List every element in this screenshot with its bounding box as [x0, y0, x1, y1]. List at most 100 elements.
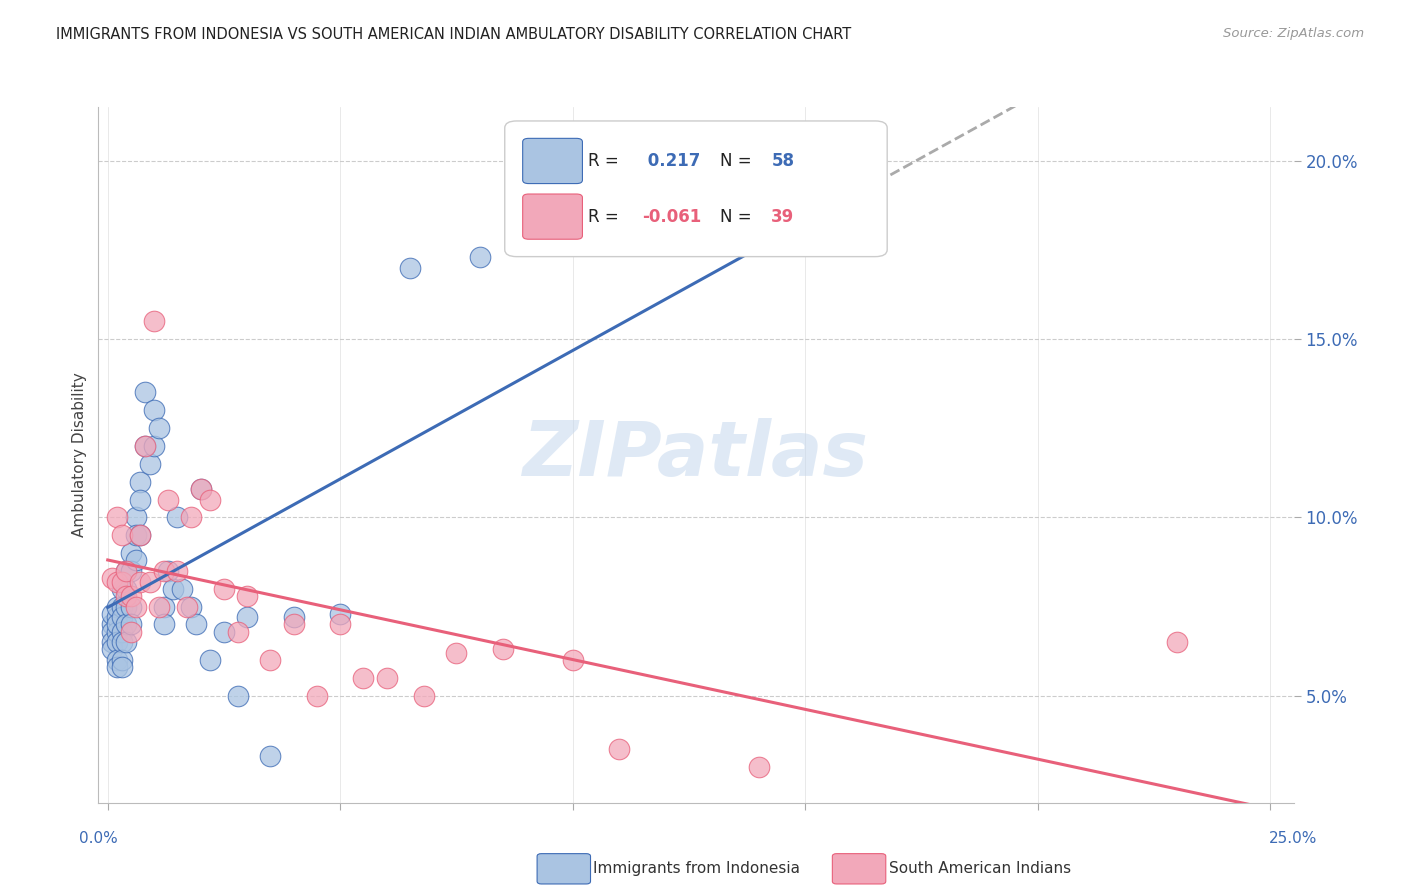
Point [375, 671, 398, 685]
Point [226, 624, 249, 639]
Text: 39: 39 [772, 208, 794, 226]
Point [190, 482, 212, 496]
Text: R =: R = [588, 208, 624, 226]
Text: R =: R = [588, 153, 624, 170]
Point [198, 653, 221, 667]
Point [124, 599, 146, 614]
Text: Source: ZipAtlas.com: Source: ZipAtlas.com [1223, 27, 1364, 40]
Point [101, 635, 124, 649]
Point [226, 689, 249, 703]
Point [305, 689, 328, 703]
Point [184, 617, 207, 632]
Point [129, 574, 152, 589]
Point [607, 742, 630, 756]
Point [105, 617, 128, 632]
Point [157, 492, 180, 507]
Text: ZIPatlas: ZIPatlas [523, 418, 869, 491]
Point [120, 617, 142, 632]
Point [468, 250, 491, 264]
Point [124, 510, 146, 524]
Point [236, 589, 259, 603]
Text: 0.217: 0.217 [643, 153, 700, 170]
Point [166, 564, 188, 578]
Point [111, 653, 134, 667]
Point [152, 564, 174, 578]
Point [101, 624, 124, 639]
Point [157, 564, 180, 578]
Point [105, 635, 128, 649]
Point [120, 624, 142, 639]
Point [492, 642, 515, 657]
Point [129, 492, 152, 507]
Point [124, 553, 146, 567]
Point [129, 528, 152, 542]
Point [143, 403, 166, 417]
Point [115, 564, 138, 578]
Point [105, 574, 128, 589]
Text: 58: 58 [772, 153, 794, 170]
Point [236, 610, 259, 624]
FancyBboxPatch shape [523, 194, 582, 239]
Point [105, 624, 128, 639]
Point [166, 510, 188, 524]
Point [172, 582, 194, 596]
Point [283, 610, 305, 624]
Point [446, 646, 468, 660]
Point [259, 749, 281, 764]
Point [111, 624, 134, 639]
Point [115, 617, 138, 632]
Point [353, 671, 375, 685]
Point [105, 610, 128, 624]
Point [115, 599, 138, 614]
Point [120, 564, 142, 578]
Point [399, 260, 422, 275]
FancyBboxPatch shape [523, 138, 582, 184]
Text: IMMIGRANTS FROM INDONESIA VS SOUTH AMERICAN INDIAN AMBULATORY DISABILITY CORRELA: IMMIGRANTS FROM INDONESIA VS SOUTH AMERI… [56, 27, 852, 42]
Point [152, 599, 174, 614]
Point [212, 582, 235, 596]
Point [120, 589, 142, 603]
Point [129, 528, 152, 542]
Point [190, 482, 212, 496]
Point [283, 617, 305, 632]
Text: South American Indians: South American Indians [889, 862, 1071, 876]
Point [111, 610, 134, 624]
Point [111, 660, 134, 674]
Y-axis label: Ambulatory Disability: Ambulatory Disability [72, 373, 87, 537]
Point [111, 528, 134, 542]
Point [105, 653, 128, 667]
Point [148, 599, 170, 614]
Point [143, 314, 166, 328]
Point [105, 660, 128, 674]
Point [111, 574, 134, 589]
Text: -0.061: -0.061 [643, 208, 702, 226]
Point [115, 589, 138, 603]
Point [101, 571, 124, 585]
Text: N =: N = [720, 208, 756, 226]
Text: N =: N = [720, 153, 756, 170]
Text: 0.0%: 0.0% [79, 831, 118, 846]
Point [115, 635, 138, 649]
Point [120, 546, 142, 560]
Point [180, 599, 202, 614]
Point [138, 574, 160, 589]
Point [101, 642, 124, 657]
Point [413, 689, 436, 703]
Point [143, 439, 166, 453]
Point [111, 599, 134, 614]
Point [748, 760, 770, 774]
Point [148, 421, 170, 435]
Point [134, 385, 156, 400]
Point [176, 599, 198, 614]
Point [329, 607, 352, 621]
Point [152, 617, 174, 632]
Point [111, 635, 134, 649]
Point [1166, 635, 1188, 649]
Text: Immigrants from Indonesia: Immigrants from Indonesia [593, 862, 800, 876]
Point [115, 564, 138, 578]
Point [138, 457, 160, 471]
Text: 25.0%: 25.0% [1270, 831, 1317, 846]
Point [105, 599, 128, 614]
Point [101, 607, 124, 621]
Point [134, 439, 156, 453]
